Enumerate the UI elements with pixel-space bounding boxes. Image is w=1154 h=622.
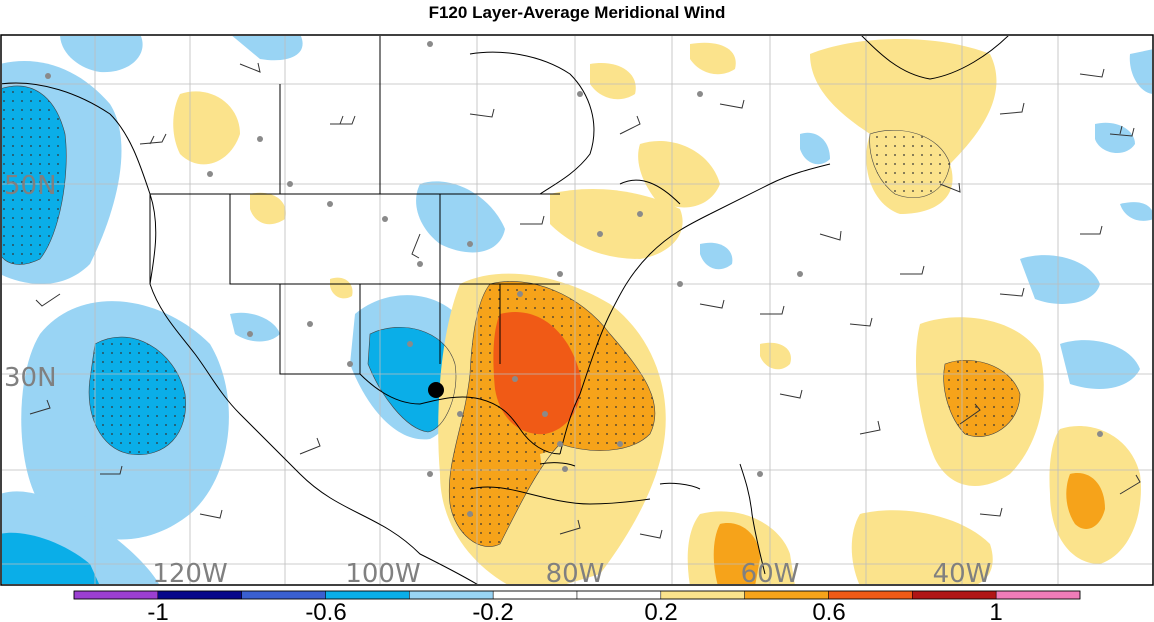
map-frame [0,34,1154,586]
colorbar-segment [325,590,410,600]
lon-label-120w: 120W [152,559,227,586]
meridional-wind-map: 50N 30N 120W 100W 80W 60W 40W [0,34,1154,586]
lat-label-50n: 50N [4,171,57,201]
colorbar-tick-minus-0-6: -0.6 [305,599,346,622]
colorbar-segment [409,590,494,600]
lat-lon-grid [2,36,1152,584]
colorbar-segments [73,590,1081,600]
station-dots [45,41,1103,517]
colorbar-segment [660,590,745,600]
colorbar-tick-0-6: 0.6 [812,599,845,622]
colorbar-segment [744,590,829,600]
colorbar-tick-0-2: 0.2 [644,599,677,622]
colorbar-segment [912,590,997,600]
lon-label-40w: 40W [933,559,992,586]
lat-label-30n: 30N [4,363,57,393]
colorbar-segment [73,590,159,600]
colorbar-segment [995,590,1081,600]
lon-label-80w: 80W [546,559,605,586]
colorbar-tick-minus-0-2: -0.2 [472,599,513,622]
colorbar: -1 -0.6 -0.2 0.2 0.6 1 [73,590,1081,622]
colorbar-tick-minus-1: -1 [147,599,168,622]
colorbar-segment [576,590,662,600]
lon-label-60w: 60W [741,559,800,586]
colorbar-segment [241,590,326,600]
colorbar-segment [828,590,913,600]
positive-wind-shading [173,39,1141,584]
storm-center-dot [428,382,444,398]
map-title: F120 Layer-Average Meridional Wind [428,3,726,22]
lon-label-100w: 100W [345,559,420,586]
colorbar-segment [157,590,242,600]
colorbar-tick-1: 1 [989,599,1002,622]
colorbar-frame [73,590,1081,600]
coastlines [2,36,1009,584]
wind-barbs [29,62,1141,539]
colorbar-segment [492,590,578,600]
